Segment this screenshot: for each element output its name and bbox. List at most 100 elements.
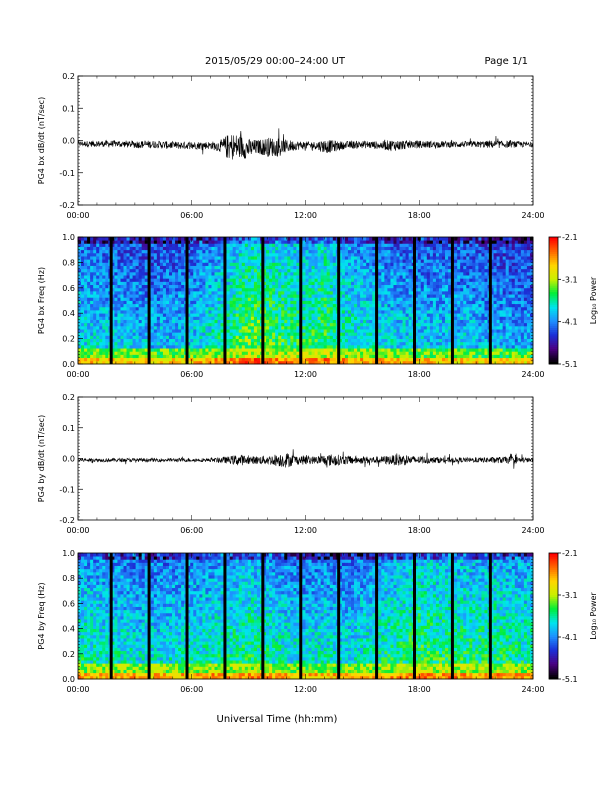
spectrogram-cell [127,256,130,260]
spectrogram-cell [205,320,208,324]
spectrogram-cell [127,278,130,282]
spectrogram-cell [166,247,169,251]
spectrogram-cell [363,329,366,333]
spectrogram-cell [330,310,333,314]
spectrogram-cell [81,307,84,311]
spectrogram-cell [124,250,127,254]
spectrogram-cell [163,304,166,308]
spectrogram-cell [133,297,136,301]
spectrogram-cell [193,253,196,257]
spectrogram-cell [120,348,123,352]
spectrogram-cell [136,354,139,358]
spectrogram-cell [136,342,139,346]
spectrogram-cell [400,266,403,270]
spectrogram-cell [306,354,309,358]
spectrogram-cell [315,247,318,251]
spectrogram-cell [84,335,87,339]
spectrogram-cell [436,339,439,343]
spectrogram-cell [287,339,290,343]
spectrogram-cell [178,253,181,257]
spectrogram-cell [160,304,163,308]
spectrogram-cell [93,307,96,311]
spectrogram-cell [278,285,281,289]
spectrogram-cell [357,288,360,292]
spectrogram-cell [248,247,251,251]
spectrogram-cell [433,301,436,305]
spectrogram-cell [302,269,305,273]
spectrogram-cell [330,275,333,279]
spectrogram-cell [409,272,412,276]
spectrogram-cell [363,240,366,244]
spectrogram-cell [436,313,439,317]
spectrogram-cell [333,348,336,352]
spectrogram-cell [390,237,393,241]
spectrogram-cell [105,281,108,285]
spectrogram-cell [84,288,87,292]
spectrogram-cell [160,291,163,295]
spectrogram-cell [312,247,315,251]
spectrogram-cell [124,354,127,358]
spectrogram-cell [127,262,130,266]
spectrogram-cell [418,329,421,333]
spectrogram-cell [196,278,199,282]
spectrogram-cell [278,256,281,260]
spectrogram-cell [151,275,154,279]
spectrogram-cell [378,288,381,292]
spectrogram-cell [117,253,120,257]
spectrogram-cell [130,348,133,352]
spectrogram-cell [169,320,172,324]
spectrogram-cell [381,259,384,263]
spectrogram-cell [409,326,412,330]
spectrogram-cell [378,297,381,301]
spectrogram-cell [321,310,324,314]
spectrogram-cell [215,243,218,247]
spectrogram-cell [421,304,424,308]
spectrogram-cell [293,272,296,276]
spectrogram-cell [306,323,309,327]
spectrogram-cell [211,243,214,247]
spectrogram-cell [318,323,321,327]
spectrogram-cell [236,354,239,358]
spectrogram-cell [406,237,409,241]
spectrogram-cell [275,310,278,314]
spectrogram-cell [302,291,305,295]
spectrogram-cell [378,310,381,314]
spectrogram-cell [442,253,445,257]
spectrogram-cell [281,253,284,257]
spectrogram-cell [257,285,260,289]
spectrogram-cell [354,272,357,276]
spectrogram-cell [124,320,127,324]
spectrogram-cell [133,304,136,308]
spectrogram-cell [439,285,442,289]
spectrogram-cell [406,301,409,305]
spectrogram-cell [205,332,208,336]
spectrogram-cell [421,320,424,324]
spectrogram-cell [114,342,117,346]
spectrogram-cell [439,323,442,327]
spectrogram-cell [284,291,287,295]
spectrogram-cell [99,237,102,241]
spectrogram-cell [269,348,272,352]
spectrogram-cell [233,307,236,311]
spectrogram-cell [124,291,127,295]
spectrogram-cell [321,326,324,330]
spectrogram-cell [384,313,387,317]
spectrogram-cell [90,285,93,289]
spectrogram-cell [133,342,136,346]
spectrogram-cell [208,256,211,260]
spectrogram-cell [290,278,293,282]
spectrogram-cell [254,354,257,358]
spectrogram-cell [281,275,284,279]
spectrogram-cell [312,250,315,254]
spectrogram-cell [169,301,172,305]
spectrogram-cell [105,345,108,349]
spectrogram-cell [230,342,233,346]
spectrogram-cell [384,351,387,355]
spectrogram-cell [369,285,372,289]
spectrogram-cell [312,316,315,320]
spectrogram-cell [318,301,321,305]
spectrogram-cell [163,288,166,292]
spectrogram-cell [211,354,214,358]
spectrogram-cell [93,259,96,263]
spectrogram-cell [227,326,230,330]
